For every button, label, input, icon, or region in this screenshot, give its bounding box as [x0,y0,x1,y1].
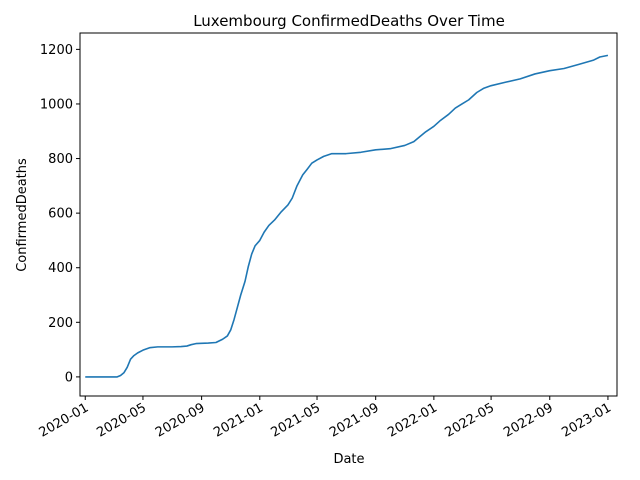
x-axis-title: Date [333,452,364,467]
x-tick-label: 2021-01 [211,400,266,440]
chart-title: Luxembourg ConfirmedDeaths Over Time [193,12,505,30]
y-tick-label: 1200 [40,43,73,58]
x-tick-label: 2022-09 [501,400,556,440]
x-tick-label: 2020-01 [37,400,92,440]
y-tick-label: 0 [65,370,73,385]
series-line-0 [85,54,609,378]
y-tick-label: 200 [48,316,73,331]
x-tick-label: 2022-01 [385,400,440,440]
y-tick-label: 600 [48,207,73,222]
y-tick-label: 400 [48,261,73,276]
plot-area-frame [79,32,618,397]
y-tick-label: 800 [48,152,73,167]
x-tick-label: 2021-05 [268,400,323,440]
y-tick-label: 1000 [40,97,73,112]
x-tick-label: 2020-09 [153,400,208,440]
x-tick-label: 2021-09 [327,400,382,440]
y-axis: 0 200 400 600 800 1000 1200 [40,43,80,385]
x-tick-label: 2023-01 [559,400,614,440]
series-layer [85,54,609,378]
x-axis: 2020-01 2020-05 2020-09 2021-01 2021-05 2021-… [37,396,614,441]
x-tick-label: 2020-05 [94,400,149,440]
y-axis-title: ConfirmedDeaths [15,158,30,272]
x-tick-label: 2022-05 [443,400,498,440]
